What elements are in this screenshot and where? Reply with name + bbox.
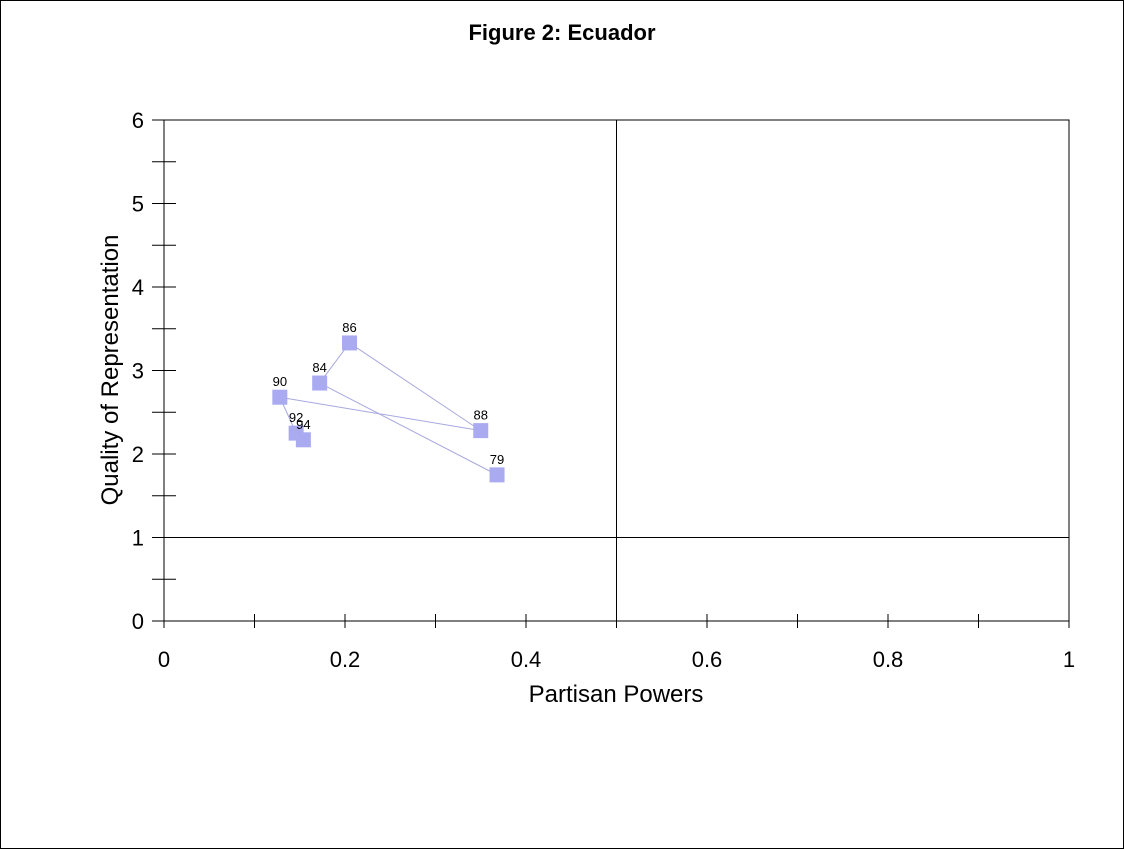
data-point-label: 86 [342, 320, 356, 335]
data-point-marker [272, 389, 288, 405]
x-axis-title: Partisan Powers [529, 681, 704, 708]
data-point-marker [312, 375, 328, 391]
y-tick-label: 5 [132, 192, 144, 217]
x-tick-label: 1 [1063, 647, 1075, 672]
x-tick-label: 0.6 [692, 647, 723, 672]
y-axis-title: Quality of Representation [97, 235, 124, 506]
data-point-label: 88 [474, 408, 488, 423]
x-tick-label: 0.8 [873, 647, 904, 672]
data-point-marker [295, 432, 311, 448]
data-point-label: 94 [296, 417, 310, 432]
x-tick-label: 0.4 [511, 647, 542, 672]
chart-title: Figure 2: Ecuador [468, 20, 655, 45]
data-point-marker [342, 335, 358, 351]
y-tick-label: 1 [132, 526, 144, 551]
y-tick-label: 2 [132, 442, 144, 467]
y-tick-label: 0 [132, 609, 144, 634]
data-point-label: 90 [273, 374, 287, 389]
series-line-segment [349, 342, 482, 432]
x-tick-label: 0 [158, 647, 170, 672]
data-point-label: 79 [490, 452, 504, 467]
data-point-label: 92 [289, 410, 303, 425]
y-tick-label: 3 [132, 359, 144, 384]
data-point-marker [489, 467, 505, 483]
x-tick-label: 0.2 [330, 647, 361, 672]
data-point-marker [473, 423, 489, 439]
series-line-segment [319, 382, 498, 476]
data-point-label: 84 [312, 360, 326, 375]
y-tick-label: 6 [132, 108, 144, 133]
y-tick-label: 4 [132, 275, 144, 300]
series-line-segment [279, 396, 481, 432]
